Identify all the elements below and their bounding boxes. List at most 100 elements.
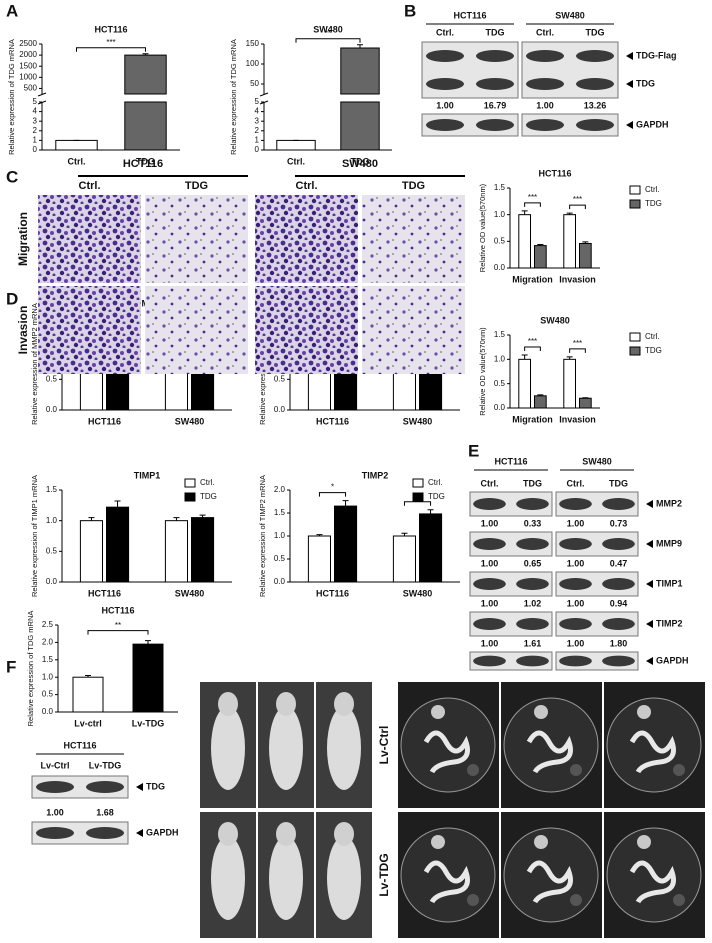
band-label: GAPDH (146, 827, 179, 837)
legend-swatch (184, 478, 196, 488)
y-tick-label: 0.0 (274, 405, 286, 414)
micrograph (362, 286, 465, 374)
significance-bracket (76, 47, 146, 52)
blot-band (473, 655, 506, 667)
micrograph (145, 195, 248, 283)
legend-swatch (629, 332, 641, 342)
lane-label: Lv-Ctrl (41, 760, 70, 770)
blot-band (576, 50, 614, 62)
mouse-body (211, 706, 245, 790)
y-tick-label: 2 (255, 126, 260, 135)
blot-band (516, 655, 549, 667)
significance-bracket (569, 348, 586, 353)
x-tick-label: Lv-ctrl (74, 718, 102, 728)
blot-band (516, 498, 549, 510)
x-tick-label: TDG (351, 156, 370, 166)
y-tick-label: 2000 (19, 50, 37, 59)
blot-frame (521, 41, 619, 99)
micrograph (255, 195, 358, 283)
x-tick-label: Lv-TDG (132, 718, 165, 728)
lane-label: TDG (523, 478, 542, 488)
quantification: 1.80 (610, 638, 628, 648)
blot-band (473, 538, 506, 550)
chart-title: HCT116 (538, 168, 571, 178)
quantification: 1.00 (567, 558, 585, 568)
mouse-head (334, 822, 354, 846)
error-bar (88, 517, 95, 521)
quantification: 0.73 (610, 518, 628, 528)
bar (307, 535, 331, 583)
blot-band (602, 655, 635, 667)
blot-band (559, 655, 592, 667)
blot-band (576, 119, 614, 131)
x-tick-label: Ctrl. (287, 156, 305, 166)
legend-label: Ctrl. (645, 185, 660, 194)
bar (518, 358, 531, 409)
blot-band (516, 578, 549, 590)
legend-label: TDG (428, 492, 445, 501)
quantification: 1.68 (96, 807, 114, 817)
x-tick-label: Invasion (559, 274, 596, 284)
blot-group-title: SW480 (555, 10, 585, 20)
organ (637, 705, 651, 719)
significance-bracket (318, 492, 347, 497)
lane-label: TDG (609, 478, 628, 488)
bar (276, 139, 316, 151)
y-tick-label: 0.0 (274, 577, 286, 586)
arrowhead (646, 657, 653, 665)
row-label: Migration (16, 212, 30, 266)
x-tick-label: SW480 (175, 588, 205, 598)
error-bar (427, 509, 434, 514)
band-label: MMP9 (656, 538, 682, 548)
band-label: MMP2 (656, 498, 682, 508)
y-axis-label: Relative expression of TIMP2 mRNA (258, 475, 267, 597)
blot-band (516, 618, 549, 630)
quantification: 1.00 (481, 558, 499, 568)
blot-band (602, 538, 635, 550)
significance-bracket (87, 630, 149, 635)
organ (673, 764, 685, 776)
blot-band (526, 50, 564, 62)
organ (467, 894, 479, 906)
mouse-head (218, 822, 238, 846)
panel-letter: E (468, 441, 479, 460)
quantification: 1.00 (567, 598, 585, 608)
y-tick-label: 1 (255, 136, 260, 145)
blot-band (86, 827, 124, 839)
row-label: Invasion (16, 306, 30, 355)
quantification: 1.00 (481, 518, 499, 528)
organ (673, 894, 685, 906)
bar (563, 358, 576, 409)
chart-title: HCT116 (94, 24, 127, 34)
lane-label: Ctrl. (296, 180, 318, 192)
significance-label: *** (106, 38, 115, 47)
y-tick-label: 3 (255, 116, 260, 125)
intestine (629, 730, 676, 774)
bar (534, 245, 547, 269)
blot-band (602, 498, 635, 510)
blot-band (602, 578, 635, 590)
blot-group-title: HCT116 (453, 10, 486, 20)
row-label: Lv-TDG (377, 853, 391, 896)
micrograph (145, 286, 248, 374)
legend-swatch (629, 185, 641, 195)
significance-label: *** (528, 337, 537, 346)
lane-label: Ctrl. (481, 478, 499, 488)
legend-label: TDG (645, 199, 662, 208)
error-bar (142, 53, 149, 56)
blot-frame (469, 611, 553, 637)
bar (419, 513, 443, 583)
error-bar (199, 514, 206, 518)
quantification: 0.65 (524, 558, 542, 568)
error-bar (537, 394, 544, 396)
blot-band (36, 781, 74, 793)
quantification: 1.00 (567, 518, 585, 528)
error-bar (316, 534, 323, 536)
arrowhead (646, 580, 653, 588)
error-bar (566, 356, 573, 360)
micrograph (38, 286, 141, 374)
legend-label: Ctrl. (645, 332, 660, 341)
arrowhead (646, 540, 653, 548)
image-group-title: HCT116 (123, 158, 163, 170)
